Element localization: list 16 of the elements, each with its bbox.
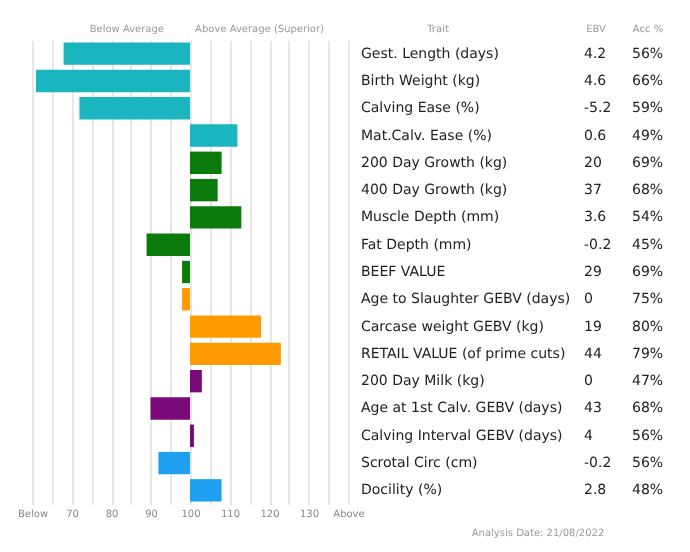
bar <box>35 69 190 93</box>
bar <box>190 178 218 202</box>
bar <box>190 479 222 502</box>
bar <box>182 260 190 284</box>
bar <box>182 288 190 311</box>
bar <box>190 369 202 393</box>
bar <box>190 206 242 229</box>
bar <box>150 397 190 420</box>
bar <box>190 124 238 147</box>
bar <box>63 42 190 65</box>
bar <box>79 97 190 120</box>
bar <box>146 233 190 256</box>
bar <box>190 342 281 366</box>
bar <box>158 451 190 475</box>
bar <box>190 151 222 175</box>
bar <box>190 315 262 338</box>
